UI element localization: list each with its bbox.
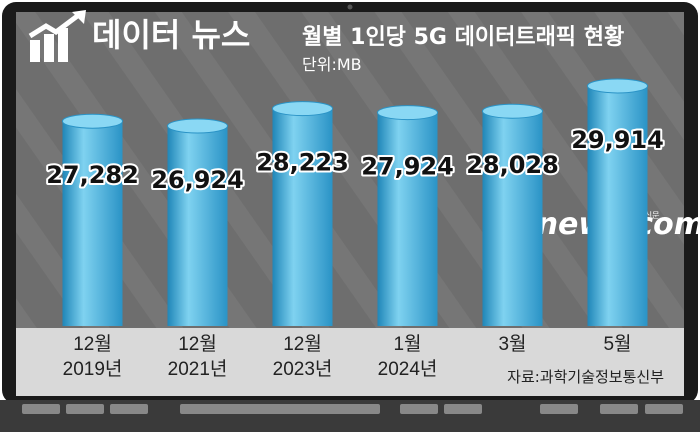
source: 자료:과학기술정보통신부 — [507, 368, 664, 386]
chart-subtitle: 단위:MB — [302, 55, 362, 74]
bar — [482, 111, 543, 327]
bar — [272, 108, 333, 326]
value-label: 26,924 — [151, 166, 244, 194]
x-tick-label: 5월 — [603, 334, 632, 355]
x-tick-label: 1월 2024년 — [377, 334, 438, 380]
logo-icon — [28, 10, 86, 62]
bar-top — [482, 103, 543, 119]
bar — [167, 126, 228, 326]
bar-top — [272, 101, 333, 117]
x-tick-label: 3월 — [498, 334, 527, 355]
keys — [22, 404, 683, 414]
camera — [347, 4, 353, 10]
value-label: 28,223 — [256, 149, 349, 177]
logo-text: 데이터 뉴스 — [92, 16, 250, 54]
chart-title: 월별 1인당 5G 데이터트래픽 현황 — [302, 25, 624, 50]
bar-top — [587, 78, 648, 94]
x-tick-label: 12월 2023년 — [272, 334, 333, 380]
bar-top — [377, 105, 438, 121]
value-label: 29,914 — [571, 126, 664, 154]
screen — [16, 12, 684, 330]
x-tick-label: 12월 2021년 — [167, 334, 228, 380]
x-tick-label: 12월 2019년 — [62, 334, 123, 380]
value-label: 27,924 — [361, 153, 454, 181]
bar — [62, 121, 123, 327]
bar — [377, 112, 438, 326]
value-label: 27,282 — [46, 161, 139, 189]
bar-top — [167, 118, 228, 134]
bar-top — [62, 113, 123, 129]
bar — [587, 85, 648, 327]
value-label: 28,028 — [466, 151, 559, 179]
label-strip — [16, 328, 684, 396]
